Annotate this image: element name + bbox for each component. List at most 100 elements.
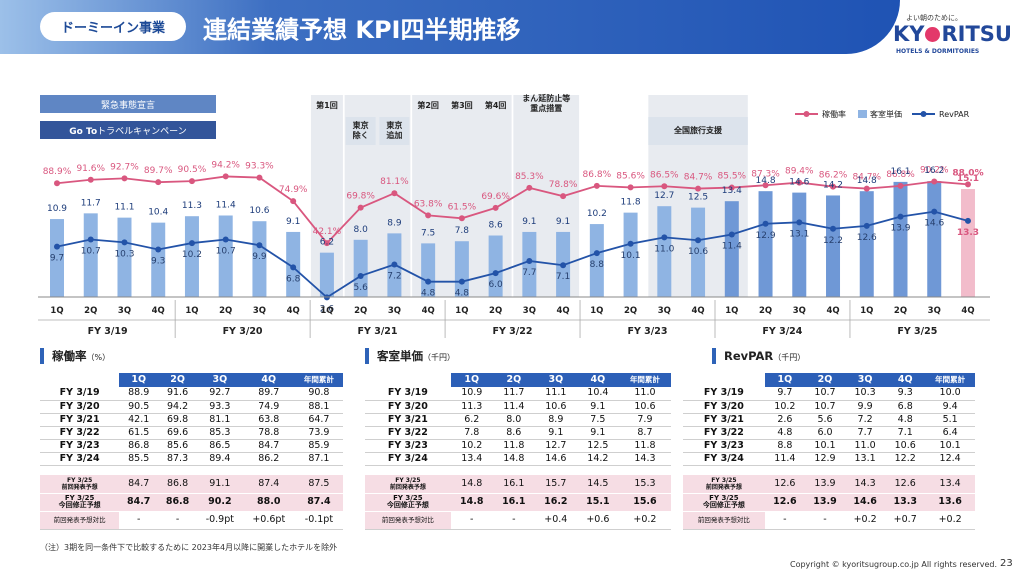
adr-label: 13.4 (722, 186, 742, 196)
table-cell: 4.8 (885, 413, 926, 427)
occupancy-label: 92.7% (110, 162, 139, 172)
row-label: FY 3/19 (683, 387, 765, 401)
adr-label: 7.5 (421, 228, 435, 238)
gap-cell (365, 465, 451, 475)
occupancy-point (188, 178, 195, 185)
occupancy-point (256, 174, 263, 181)
quarter-tick: 1Q (860, 306, 873, 316)
table-cell: 85.9 (294, 439, 343, 453)
event-tokyo-ex-0: 東京 (353, 120, 369, 130)
table-gap (40, 465, 343, 475)
table-header: 1Q 2Q 3Q 4Q 年間累計 (683, 373, 975, 387)
revpar-label: 9.9 (252, 252, 267, 262)
table-cell: 2.6 (764, 413, 805, 427)
adr-bars (50, 181, 975, 297)
table-gap (365, 465, 671, 475)
revpar-label: 5.6 (353, 283, 368, 293)
adr-label: 9.1 (286, 217, 300, 227)
table-cell: 13.9 (804, 475, 846, 494)
revpar-label: 10.7 (81, 246, 101, 256)
table-cell: 89.4 (196, 452, 243, 466)
revpar-point (256, 242, 263, 249)
revpar-point (762, 220, 769, 227)
revpar-label: 4.8 (455, 289, 470, 299)
adr-label: 8.6 (488, 221, 503, 231)
logo-tagline: よい朝のために。 (906, 14, 962, 22)
table-cell: 6.8 (885, 400, 926, 414)
row-label: FY 3/23 (365, 439, 451, 453)
occupancy-label: 86.5% (650, 170, 679, 180)
adr-bar (218, 215, 233, 297)
table-cell: 10.7 (804, 400, 846, 414)
row-label: FY 3/24 (683, 452, 765, 466)
revpar-point (627, 240, 634, 247)
table-cell: 11.0 (618, 387, 671, 401)
quarter-tick: 1Q (725, 306, 738, 316)
gap-cell (845, 465, 885, 475)
table-row: FY 3/22 61.5 69.6 85.3 78.8 73.9 (40, 426, 343, 440)
revpar-point (830, 225, 837, 232)
revpar-label: 9.3 (151, 257, 165, 267)
quarter-tick: 2Q (759, 306, 772, 316)
table-cell: 13.4 (450, 452, 493, 466)
occupancy-label: 61.5% (448, 202, 477, 212)
occupancy-label: 85.5% (718, 172, 747, 182)
adr-bar (691, 207, 706, 297)
quarter-tick: 3Q (793, 306, 806, 316)
occupancy-point (458, 215, 465, 222)
row-label-prev: FY 3/25 前回発表予想 (365, 475, 451, 494)
fiscal-year-label: FY 3/24 (762, 326, 802, 337)
event-tokyo-add-1: 追加 (386, 130, 402, 140)
revpar-point (897, 213, 904, 220)
table-cell: 5.6 (804, 413, 846, 427)
occupancy-table: 1Q 2Q 3Q 4Q 年間累計 FY 3/19 88.9 91.6 92.7 89.7 90.8 F… (40, 373, 343, 530)
occupancy-label: 89.7% (144, 166, 173, 176)
table-cell: 14.8 (450, 493, 493, 512)
row-label: FY 3/21 (365, 413, 451, 427)
revpar-point (560, 262, 567, 269)
gap-cell (295, 465, 343, 475)
table-cell: 90.2 (196, 493, 243, 512)
table-cell: 74.9 (242, 400, 295, 414)
header-blank (683, 373, 765, 387)
adr-label: 11.7 (81, 198, 101, 208)
fiscal-year-label: FY 3/19 (88, 326, 128, 337)
quarter-tick: 4Q (557, 306, 570, 316)
sun-icon (925, 27, 941, 42)
forecast-diff-row: 前回発表予想対比 - - +0.2 +0.7 +0.2 (683, 511, 975, 530)
table-cell: 84.7 (119, 493, 159, 512)
fiscal-year-label: FY 3/22 (492, 326, 532, 337)
table-cell: 11.7 (492, 387, 535, 401)
revpar-point (593, 250, 600, 257)
table-row: FY 3/20 10.2 10.7 9.9 6.8 9.4 (683, 400, 975, 414)
adr-bar (421, 243, 436, 297)
table-cell: 63.8 (242, 413, 295, 427)
table-cell: 11.1 (534, 387, 577, 401)
row-label: FY 3/23 (683, 439, 765, 453)
revpar-point (357, 272, 364, 279)
adr-label: 11.4 (216, 200, 236, 210)
occupancy-point (323, 240, 330, 247)
revpar-point (526, 257, 533, 264)
table-cell: 7.2 (845, 413, 886, 427)
table-cell: 7.1 (885, 426, 926, 440)
table-cell: 69.8 (158, 413, 197, 427)
row-label: FY 3/21 (683, 413, 765, 427)
table-cell: 9.9 (845, 400, 886, 414)
table-cell: 85.6 (158, 439, 197, 453)
table-cell: 6.0 (804, 426, 846, 440)
table-cell: 13.3 (885, 493, 926, 512)
occupancy-label: 74.9% (279, 185, 308, 195)
table-cell: 91.6 (158, 387, 197, 401)
occupancy-label: 86.8% (583, 170, 612, 180)
revpar-label: 9.7 (50, 254, 64, 264)
table-cell: - (450, 511, 493, 530)
row-label: FY 3/22 (365, 426, 451, 440)
table-cell: 85.3 (196, 426, 243, 440)
table-row: FY 3/24 85.5 87.3 89.4 86.2 87.1 (40, 452, 343, 466)
revpar-label: 7.7 (522, 268, 536, 278)
gap-cell (493, 465, 535, 475)
table-cell: 88.9 (119, 387, 159, 401)
adr-label: 9.1 (556, 217, 570, 227)
row-label-curr: FY 3/25 今回修正予想 (365, 493, 451, 512)
